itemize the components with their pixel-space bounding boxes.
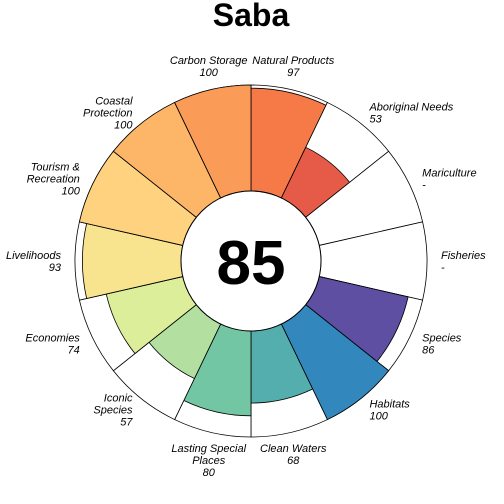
chart-title: Saba [213, 0, 290, 33]
value-label-iconic-species: 57 [120, 417, 133, 429]
petal-layer [74, 84, 428, 438]
petal-label-species: Species [422, 332, 462, 344]
petal-label-iconic-species: Iconic [104, 393, 133, 405]
value-label-mariculture: - [422, 180, 426, 192]
value-label-clean-waters: 68 [287, 455, 300, 467]
center-disc [180, 190, 322, 332]
petal-label-carbon-storage: Carbon Storage [170, 55, 248, 67]
value-label-fisheries: - [441, 262, 445, 274]
petal-label-clean-waters: Clean Waters [260, 443, 327, 455]
petal-label-aboriginal-needs: Aboriginal Needs [368, 101, 453, 113]
value-label-natural-products: 97 [287, 67, 300, 79]
petal-label-economies: Economies [25, 332, 80, 344]
petal-label-lasting-special-places: Places [192, 455, 226, 467]
petal-label-coastal-protection: Protection [83, 107, 133, 119]
value-label-coastal-protection: 100 [114, 119, 133, 131]
petal-label-habitats: Habitats [369, 399, 410, 411]
petal-label-tourism-recreation: Recreation [27, 174, 80, 186]
petal-label-livelihoods: Livelihoods [6, 250, 62, 262]
petal-label-fisheries: Fisheries [441, 250, 486, 262]
value-label-lasting-special-places: 80 [203, 467, 216, 479]
petal-label-mariculture: Mariculture [422, 168, 476, 180]
petal-label-tourism-recreation: Tourism & [31, 162, 80, 174]
value-label-species: 86 [422, 344, 435, 356]
petal-label-lasting-special-places: Lasting Special [171, 443, 246, 455]
value-label-aboriginal-needs: 53 [369, 113, 382, 125]
value-label-carbon-storage: 100 [200, 67, 219, 79]
value-label-livelihoods: 93 [49, 262, 62, 274]
petal-label-iconic-species: Species [93, 405, 133, 417]
petal-label-coastal-protection: Coastal [95, 95, 133, 107]
value-label-tourism-recreation: 100 [61, 186, 80, 198]
petal-label-natural-products: Natural Products [252, 55, 334, 67]
value-label-economies: 74 [68, 344, 80, 356]
value-label-habitats: 100 [369, 411, 388, 423]
center-score: 85 [217, 229, 286, 298]
